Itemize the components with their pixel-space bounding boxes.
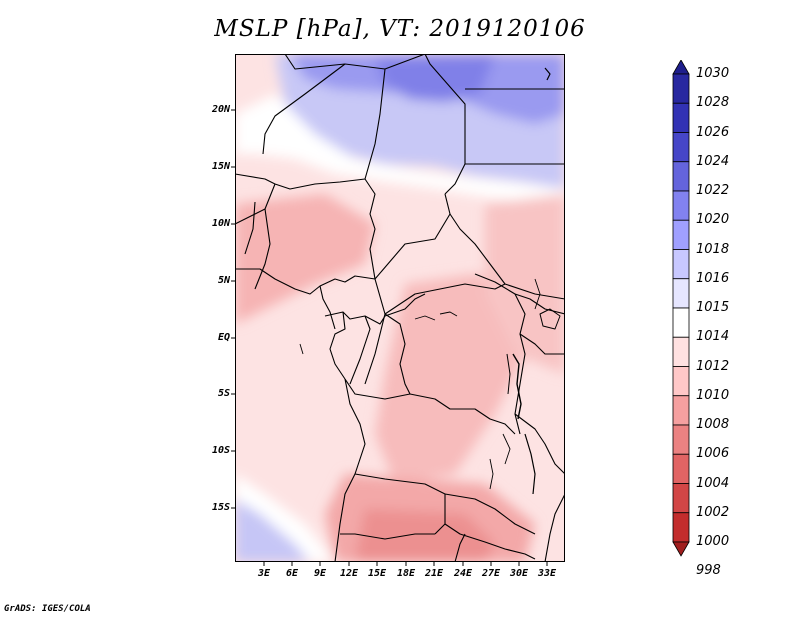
high-pressure-southwest-core [235, 499, 310, 562]
colorbar-segment [672, 307, 690, 338]
y-tick-marks [231, 109, 235, 509]
map-title: MSLP [hPa], VT: 2019120106 [214, 16, 586, 42]
neutral-band-north [235, 94, 565, 204]
colorbar-segment [672, 219, 690, 250]
colorbar-label: 998 [696, 563, 721, 579]
low-pressure-congo [375, 274, 535, 484]
colorbar-label: 1010 [696, 387, 730, 403]
credit-text: GrADS: IGES/COLA [4, 604, 91, 614]
x-tick-label: 33E [537, 568, 557, 579]
colorbar-label: 1012 [696, 358, 730, 374]
y-tick-label: EQ [217, 332, 230, 343]
low-pressure-west [235, 194, 375, 324]
colorbar-segment [672, 73, 690, 104]
x-tick-label: 3E [257, 568, 271, 579]
y-tick-label: 10S [211, 445, 230, 456]
colorbar-label: 1018 [696, 241, 730, 257]
colorbar-segment [672, 190, 690, 221]
y-tick-label: 15S [211, 502, 230, 513]
colorbar-segment [672, 60, 690, 75]
colorbar-label: 1028 [696, 95, 730, 111]
colorbar-label: 1015 [696, 300, 730, 315]
high-pressure-center [375, 54, 495, 102]
country-borders [235, 54, 565, 562]
x-tick-label: 18E [396, 568, 416, 579]
colorbar-label: 1002 [696, 504, 730, 520]
mslp-map [235, 54, 565, 562]
colorbar-label: 1022 [696, 183, 730, 198]
x-tick-label: 24E [453, 568, 473, 579]
x-tick-label: 12E [339, 568, 359, 579]
colorbar-label: 1016 [696, 270, 730, 286]
colorbar-label: 1004 [696, 475, 730, 491]
colorbar-label: 1000 [696, 534, 730, 549]
y-tick-label: 20N [211, 104, 230, 115]
colorbar-segment [672, 102, 690, 133]
colorbar-segment [672, 424, 690, 455]
x-tick-label: 9E [313, 568, 327, 579]
colorbar-segment [672, 483, 690, 514]
colorbar-segment [672, 249, 690, 280]
x-tick-label: 27E [481, 568, 501, 579]
y-tick-label: 5S [217, 388, 230, 399]
x-tick-label: 21E [424, 568, 444, 579]
colorbar-segment [672, 132, 690, 163]
colorbar-label: 1020 [696, 212, 730, 228]
colorbar-label: 1026 [696, 124, 730, 140]
y-tick-label: 5N [217, 275, 230, 286]
colorbar-segment [672, 512, 690, 543]
colorbar-segment [672, 453, 690, 484]
y-tick-label: 10N [211, 218, 230, 229]
low-pressure-south-core [355, 509, 495, 562]
x-tick-label: 15E [367, 568, 387, 579]
colorbar-segment [672, 395, 690, 426]
colorbar-segment [672, 336, 690, 367]
colorbar-label: 1008 [696, 417, 730, 432]
colorbar-segment [672, 541, 690, 557]
colorbar [672, 60, 690, 557]
colorbar-label: 1030 [696, 66, 730, 81]
colorbar-label: 1014 [696, 329, 730, 345]
colorbar-segment [672, 161, 690, 192]
colorbar-segment [672, 278, 690, 309]
colorbar-label: 1006 [696, 446, 730, 462]
x-tick-label: 30E [509, 568, 529, 579]
x-tick-marks [263, 562, 548, 566]
x-tick-label: 6E [285, 568, 299, 579]
low-pressure-east [485, 194, 565, 374]
colorbar-label: 1024 [696, 153, 730, 169]
colorbar-segment [672, 366, 690, 397]
y-tick-label: 15N [211, 161, 230, 172]
